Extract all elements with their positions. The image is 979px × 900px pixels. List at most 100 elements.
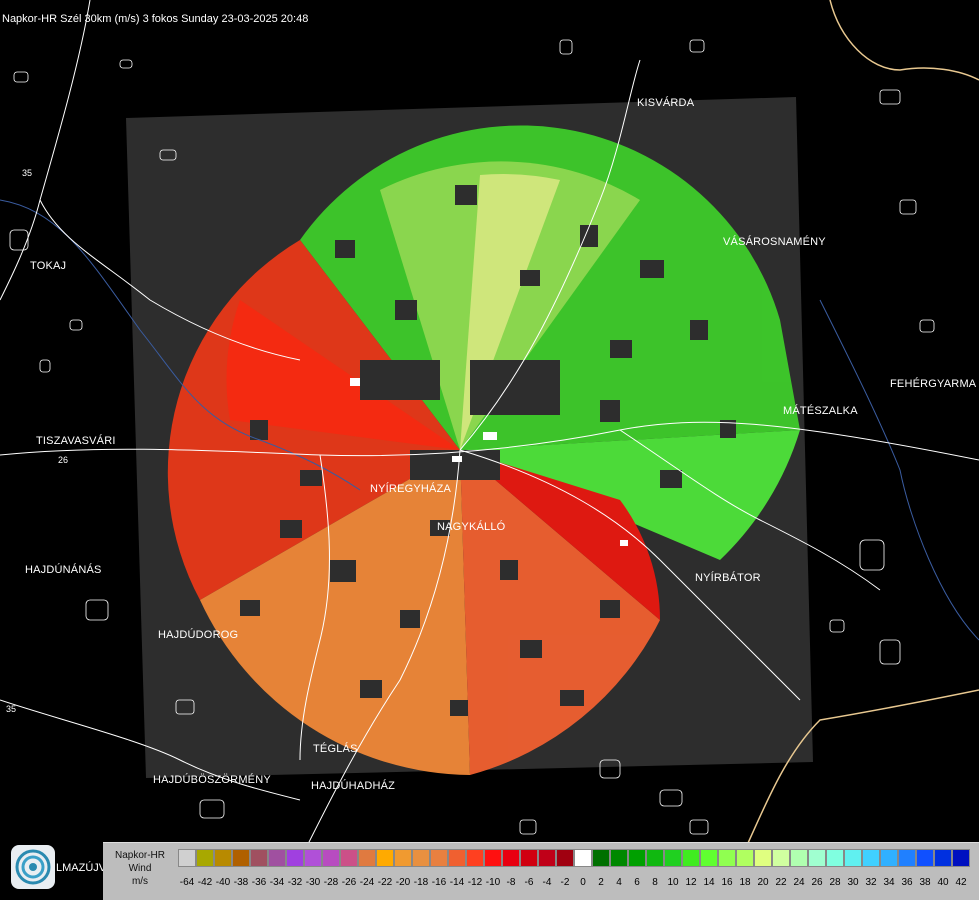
legend-tick-label: 42 — [955, 877, 967, 888]
legend-swatch — [448, 849, 466, 867]
legend-tick-label: -30 — [305, 877, 321, 888]
legend-line2: Wind — [128, 863, 152, 874]
legend-tick-label: 38 — [919, 877, 931, 888]
legend-swatch — [430, 849, 448, 867]
legend-swatch — [952, 849, 970, 867]
legend-swatch — [358, 849, 376, 867]
city-teglas: TÉGLÁS — [313, 743, 358, 755]
legend-swatch — [268, 849, 286, 867]
legend-tick-label: 4 — [616, 877, 622, 888]
legend-swatch — [916, 849, 934, 867]
city-nyiregyhaza: NYÍREGYHÁZA — [370, 483, 452, 495]
legend-swatch — [862, 849, 880, 867]
radar-speckles — [350, 378, 628, 546]
road-network — [0, 0, 979, 861]
legend-swatches — [178, 849, 970, 869]
city-tiszavasvari: TISZAVASVÁRI — [36, 435, 116, 447]
legend-swatch — [178, 849, 196, 867]
legend-swatch — [718, 849, 736, 867]
city-fehergyarmat: FEHÉRGYARMA — [890, 378, 977, 390]
legend-swatch — [934, 849, 952, 867]
legend-swatch — [808, 849, 826, 867]
city-hajdudorog: HAJDÚDOROG — [158, 629, 239, 641]
legend-swatch — [232, 849, 250, 867]
napkor-logo — [11, 845, 55, 889]
map-title: Napkor-HR Szél 30km (m/s) 3 fokos Sunday… — [2, 13, 309, 25]
legend-swatch — [250, 849, 268, 867]
legend-swatch — [538, 849, 556, 867]
city-nagykallo: NAGYKÁLLÓ — [437, 521, 506, 533]
legend-tick-label: 12 — [685, 877, 697, 888]
legend-swatch — [754, 849, 772, 867]
legend-swatch — [466, 849, 484, 867]
road-number-35-north: 35 — [22, 168, 32, 178]
legend-tick-label: -32 — [287, 877, 303, 888]
legend-tick-label: -16 — [431, 877, 447, 888]
legend-swatch — [322, 849, 340, 867]
legend-tick-label: -38 — [233, 877, 249, 888]
legend-tick-label: -6 — [524, 877, 534, 888]
legend-swatch — [700, 849, 718, 867]
legend-swatch — [844, 849, 862, 867]
legend-swatch — [340, 849, 358, 867]
city-hajduhadhaz: HAJDÚHADHÁZ — [311, 780, 396, 792]
legend-tick-label: 18 — [739, 877, 751, 888]
legend-tick-label: 28 — [829, 877, 841, 888]
legend-tick-label: -12 — [467, 877, 483, 888]
legend-tick-label: -64 — [179, 877, 195, 888]
legend-swatch — [484, 849, 502, 867]
legend-tick-label: -40 — [215, 877, 231, 888]
legend-tick-label: -14 — [449, 877, 465, 888]
legend-tick-label: 24 — [793, 877, 805, 888]
legend-swatch — [286, 849, 304, 867]
city-kisvarda: KISVÁRDA — [637, 97, 695, 109]
legend-swatch — [214, 849, 232, 867]
legend-swatch — [826, 849, 844, 867]
radar-echoes — [167, 125, 800, 775]
legend-tick-label: 6 — [634, 877, 640, 888]
legend-swatch — [394, 849, 412, 867]
legend-tick-label: -42 — [197, 877, 213, 888]
legend-tick-label: 34 — [883, 877, 895, 888]
legend-line3: m/s — [131, 876, 149, 887]
legend-tick-label: 0 — [580, 877, 586, 888]
legend-tick-label: -18 — [413, 877, 429, 888]
radar-gaps — [240, 185, 736, 716]
legend-tick-label: 8 — [652, 877, 658, 888]
legend-tick-label: -8 — [506, 877, 516, 888]
legend-swatch — [736, 849, 754, 867]
legend-swatch — [646, 849, 664, 867]
city-hajduboszormeny: HAJDÚBÖSZÖRMÉNY — [153, 774, 271, 786]
legend-tick-label: 10 — [667, 877, 679, 888]
legend-tick-label: -24 — [359, 877, 375, 888]
legend-tick-label: -26 — [341, 877, 357, 888]
legend-swatch — [556, 849, 574, 867]
legend-tick-label: 30 — [847, 877, 859, 888]
legend-label: Napkor-HR Wind m/s — [105, 849, 175, 888]
legend-swatch — [682, 849, 700, 867]
legend-tick-label: 22 — [775, 877, 787, 888]
city-mateszalka: MÁTÉSZALKA — [783, 405, 858, 417]
legend-swatch — [772, 849, 790, 867]
legend-swatch — [574, 849, 592, 867]
legend-tick-label: 40 — [937, 877, 949, 888]
legend-tick-label: 36 — [901, 877, 913, 888]
legend-tick-label: -10 — [485, 877, 501, 888]
legend-tick-label: -22 — [377, 877, 393, 888]
legend-tick-label: -34 — [269, 877, 285, 888]
legend-tick-label: -28 — [323, 877, 339, 888]
legend-swatch — [790, 849, 808, 867]
legend-line1: Napkor-HR — [114, 850, 165, 861]
city-hajdunanas: HAJDÚNÁNÁS — [25, 564, 102, 576]
wind-legend: Napkor-HR Wind m/s -64 -42 -40 -38 -36 -34 -32… — [103, 842, 979, 900]
legend-tick-label: -20 — [395, 877, 411, 888]
city-vasarosnameny: VÁSÁROSNAMÉNY — [723, 236, 826, 248]
legend-swatch — [520, 849, 538, 867]
city-nyirbator: NYÍRBÁTOR — [695, 572, 761, 584]
legend-swatch — [898, 849, 916, 867]
legend-tick-label: 16 — [721, 877, 733, 888]
legend-tick-label: 26 — [811, 877, 823, 888]
river-east — [819, 299, 979, 641]
